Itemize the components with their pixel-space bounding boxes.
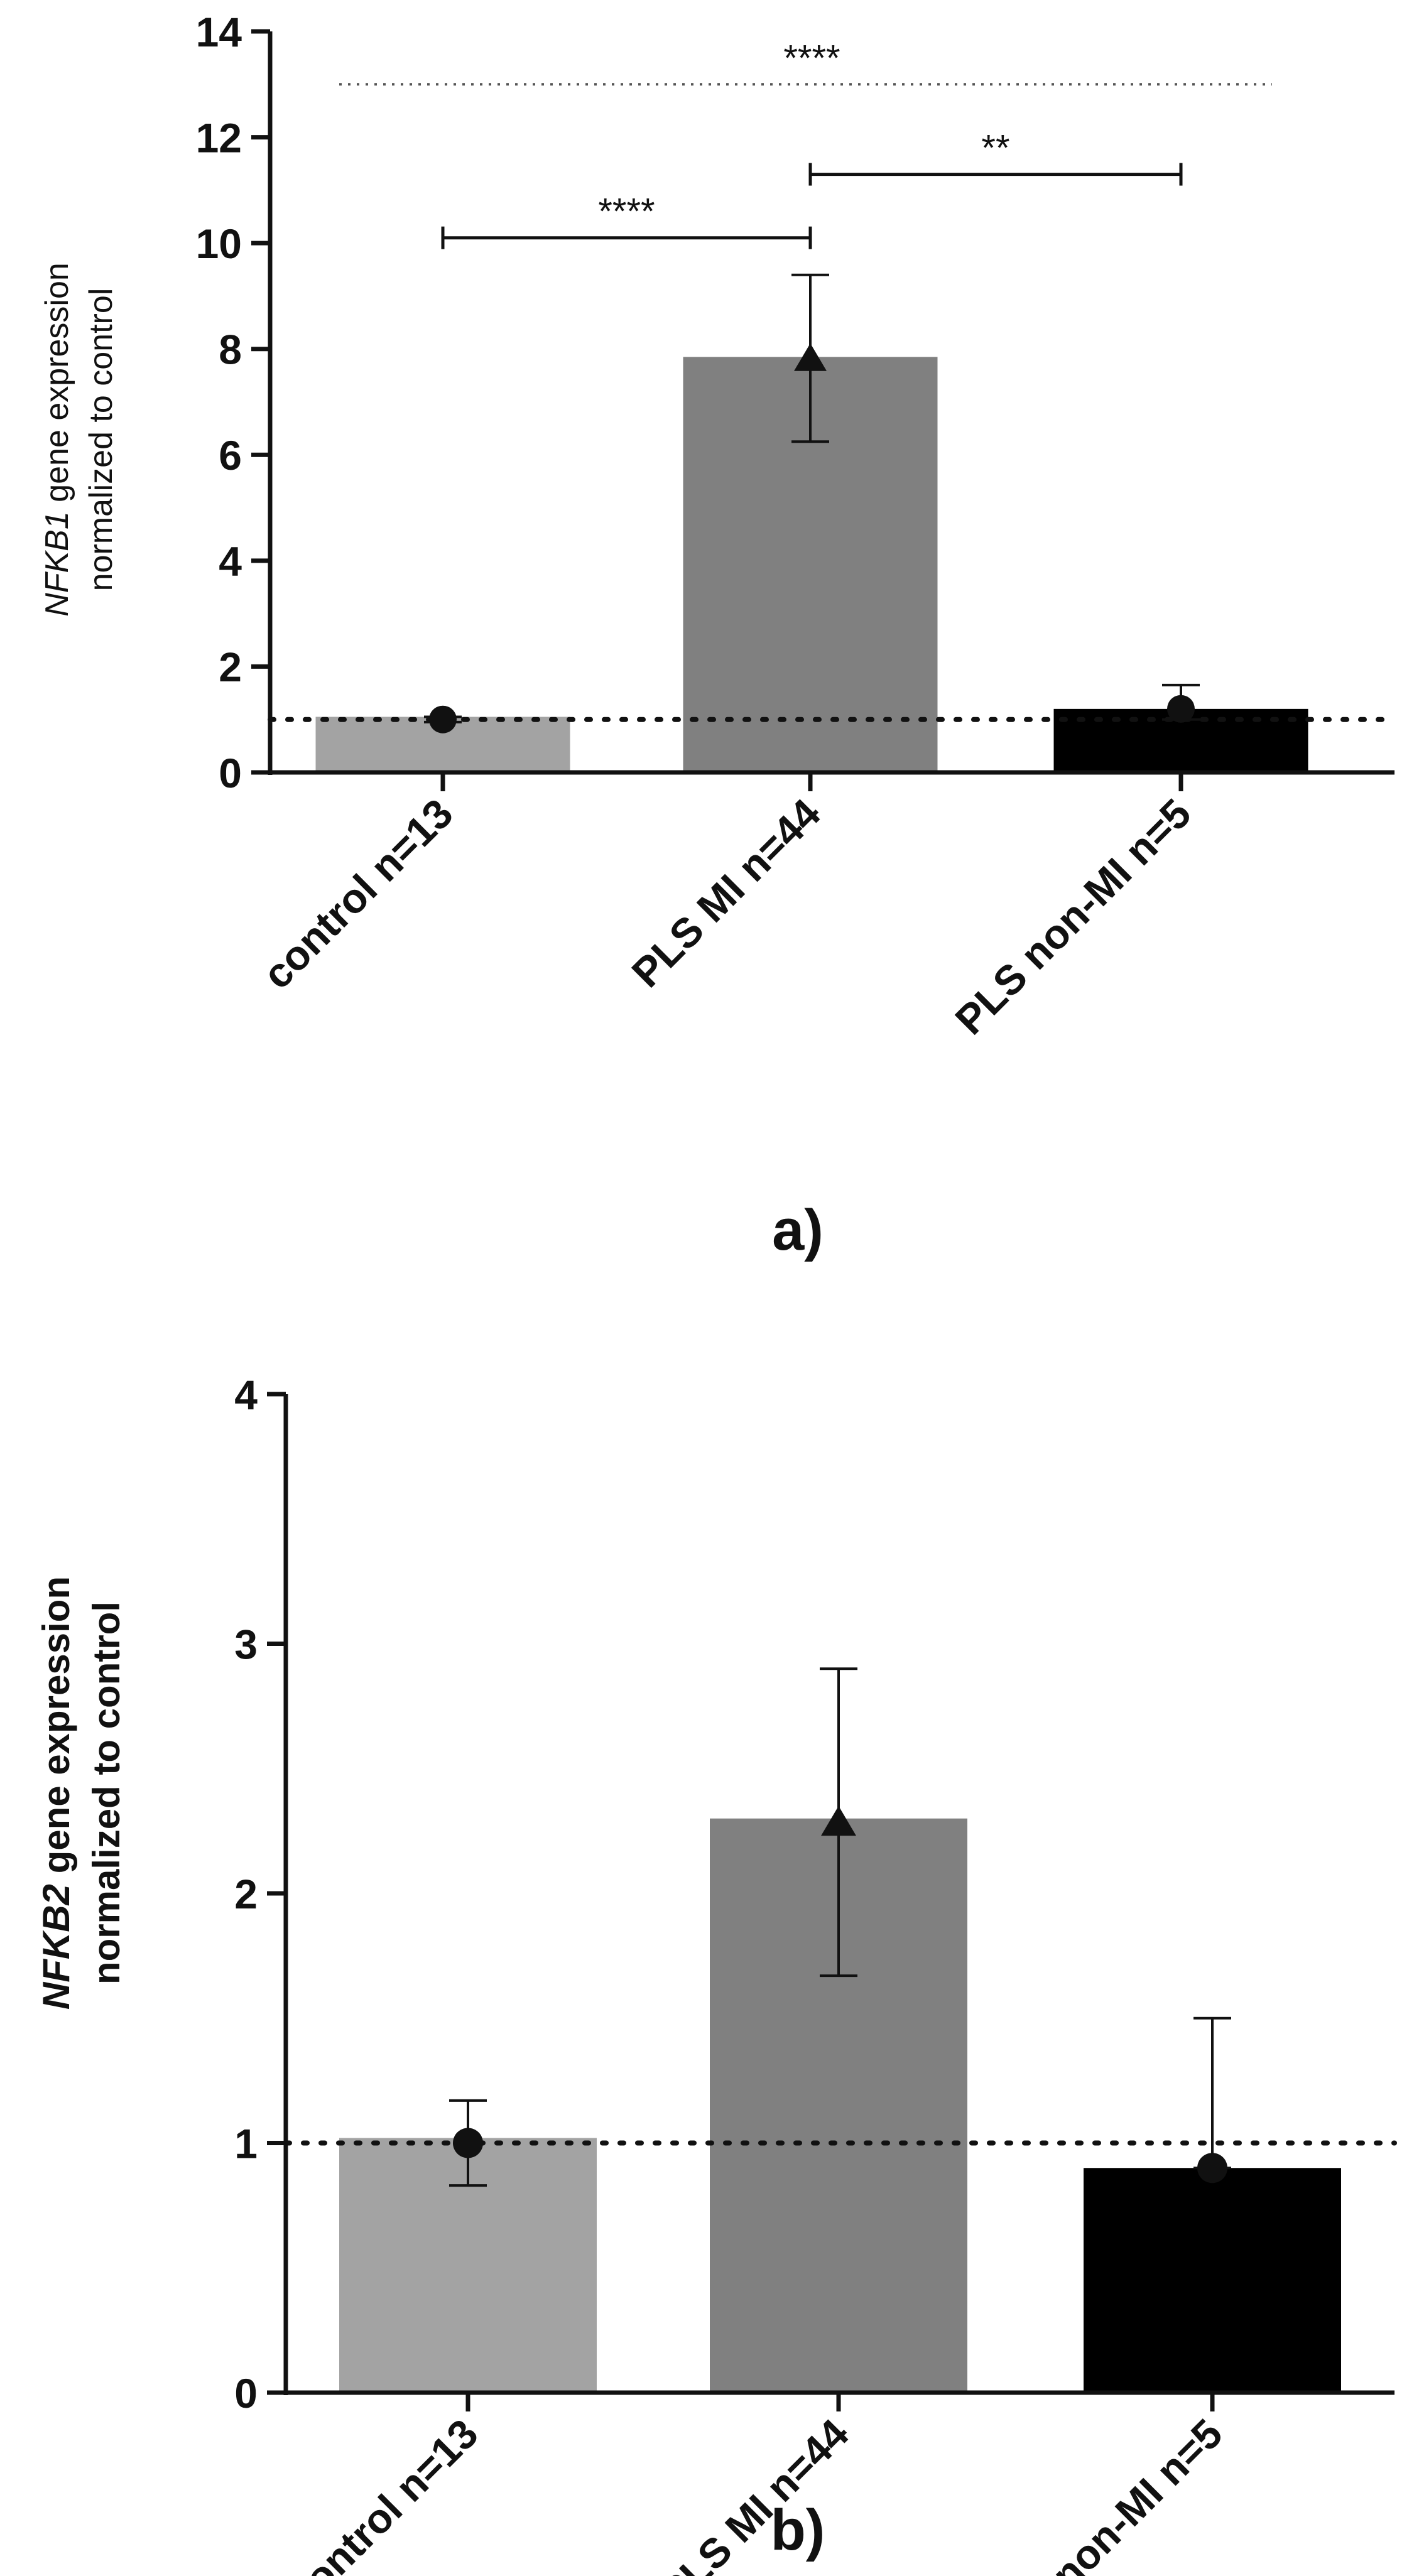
panel-b-y-tick-label-2: 2 [234, 1871, 258, 1917]
panel-a-label: a) [772, 1198, 824, 1262]
panel-a-y-tick-label-2: 2 [219, 644, 242, 690]
panel-a-chart: a) NFKB1 gene expression normalized to c… [39, 9, 1397, 1262]
panel-a-category-label-1: PLS MI n=44 [623, 789, 829, 996]
panel-b-category-label-0: control n=13 [279, 2410, 487, 2576]
panel-b-mean-marker-0 [453, 2128, 483, 2158]
panel-a-mean-marker-0 [429, 705, 457, 733]
panel-a-y-axis-title-line2: normalized to control [83, 288, 119, 592]
panel-b-mean-marker-1 [821, 1805, 856, 1836]
panel-b-category-label-2: PLS non-MI n=5 [977, 2410, 1231, 2576]
panel-a-y-tick-label-10: 10 [196, 220, 242, 267]
panel-a-significance-label-0: **** [598, 192, 655, 232]
panel-b-y-tick-label-4: 4 [234, 1372, 258, 1418]
panel-b-y-axis-title: NFKB2 gene expression [35, 1576, 77, 2010]
panel-a-y-tick-label-8: 8 [219, 326, 242, 372]
panel-a-significance-label-1: ** [981, 128, 1009, 169]
panel-b-y-tick-label-1: 1 [234, 2120, 258, 2167]
panel-a-mean-marker-1 [794, 343, 827, 371]
panel-a-y-tick-label-4: 4 [219, 538, 242, 585]
panel-b-category-label-1: PLS MI n=44 [651, 2410, 857, 2576]
panel-b-y-axis-title-line2: normalized to control [85, 1601, 128, 1984]
panel-a-category-label-2: PLS non-MI n=5 [946, 790, 1200, 1044]
panel-a-y-tick-label-6: 6 [219, 432, 242, 479]
panel-b-ylabel-gene: NFKB2 [35, 1884, 77, 2010]
panel-b-ylabel-rest: gene expression [35, 1576, 77, 1884]
panel-a-y-tick-label-0: 0 [219, 750, 242, 796]
panel-b-y-tick-label-0: 0 [234, 2370, 258, 2416]
panel-a-y-axis-title: NFKB1 gene expression [39, 262, 75, 617]
panel-a-y-tick-label-12: 12 [196, 114, 242, 161]
panel-b-chart: b) NFKB2 gene expression normalized to c… [35, 1372, 1397, 2576]
panel-b-y-tick-label-3: 3 [234, 1621, 258, 1667]
panel-a-ylabel-rest: gene expression [39, 262, 75, 511]
panel-b-bar-2 [1084, 2168, 1341, 2393]
panel-a-ylabel-gene: NFKB1 [39, 511, 75, 617]
panel-a-category-label-0: control n=13 [254, 790, 462, 998]
panel-b-mean-marker-2 [1197, 2153, 1227, 2184]
panel-a-mean-marker-2 [1167, 695, 1195, 723]
panel-b-label: b) [771, 2498, 825, 2562]
panel-a-significance-label-2: **** [783, 38, 840, 78]
panel-a-y-tick-label-14: 14 [196, 9, 242, 55]
